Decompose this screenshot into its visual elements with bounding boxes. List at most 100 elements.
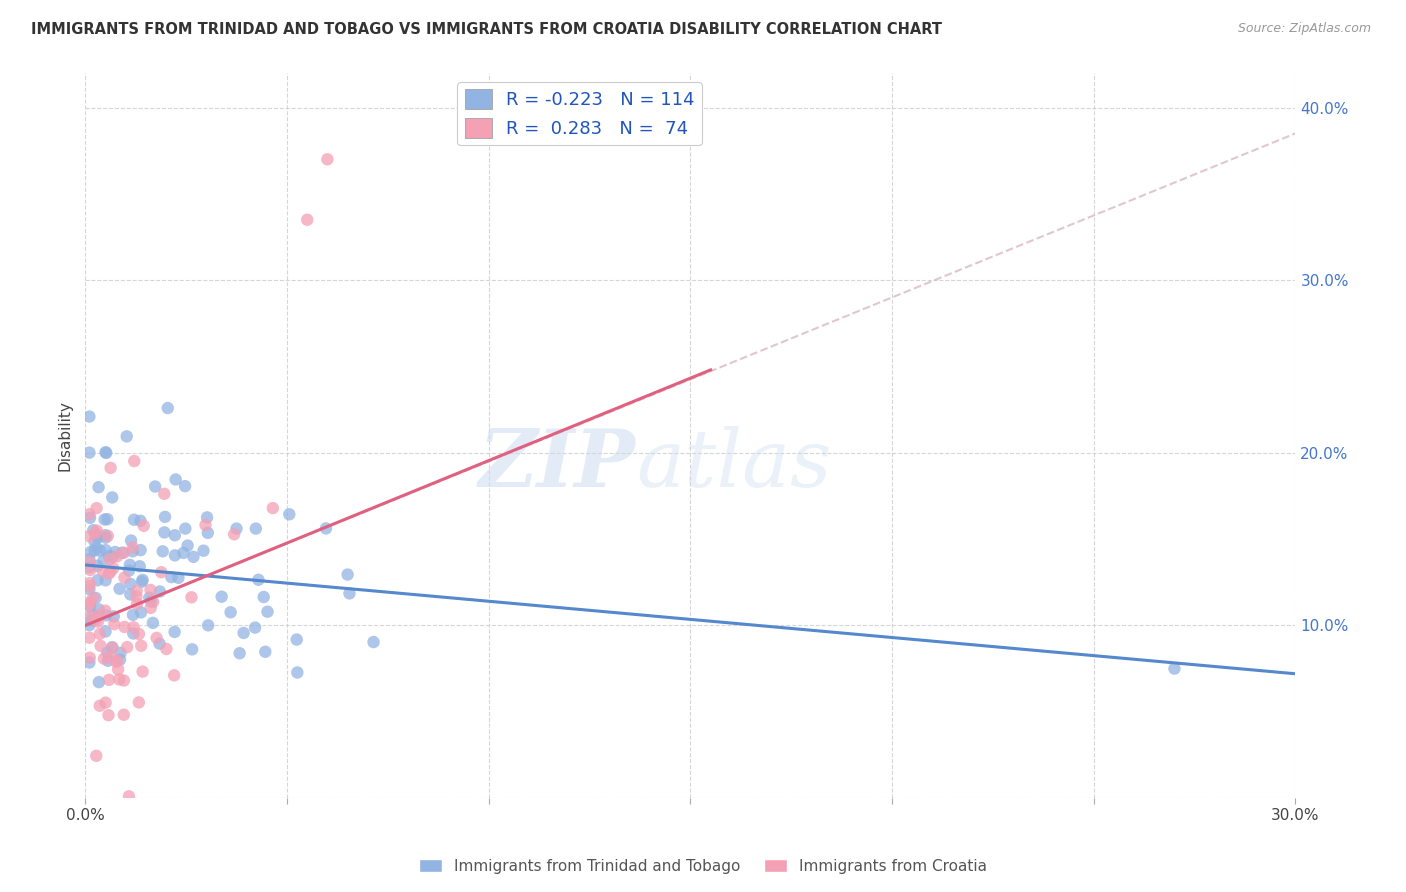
Point xyxy=(98,552,121,566)
Point xyxy=(131,574,153,589)
Point xyxy=(84,748,107,763)
Point xyxy=(153,525,176,540)
Point xyxy=(96,645,118,659)
Point xyxy=(79,529,101,543)
Point xyxy=(79,576,101,591)
Point xyxy=(316,153,339,167)
Point xyxy=(86,558,108,573)
Point xyxy=(195,510,218,524)
Point xyxy=(108,653,131,667)
Point xyxy=(256,605,278,619)
Point xyxy=(79,511,101,525)
Point xyxy=(114,571,136,585)
Point xyxy=(86,501,108,516)
Point xyxy=(128,627,150,641)
Point xyxy=(122,620,145,634)
Point xyxy=(339,586,361,600)
Point xyxy=(79,596,101,610)
Point xyxy=(121,544,143,558)
Point xyxy=(80,545,103,559)
Point xyxy=(91,564,114,578)
Point xyxy=(153,509,176,524)
Point xyxy=(87,608,110,623)
Point xyxy=(156,401,179,415)
Point xyxy=(97,654,120,668)
Legend: R = -0.223   N = 114, R =  0.283   N =  74: R = -0.223 N = 114, R = 0.283 N = 74 xyxy=(457,82,702,145)
Point xyxy=(315,521,337,535)
Point xyxy=(139,582,162,597)
Point xyxy=(336,567,359,582)
Point xyxy=(87,615,110,629)
Point xyxy=(108,582,131,596)
Point xyxy=(112,546,135,560)
Point xyxy=(82,608,104,623)
Point xyxy=(89,698,111,713)
Point xyxy=(87,602,110,616)
Point xyxy=(79,650,101,665)
Point xyxy=(100,461,122,475)
Point xyxy=(94,696,117,710)
Point xyxy=(84,591,107,605)
Point xyxy=(89,627,111,641)
Point xyxy=(174,479,197,493)
Point xyxy=(245,522,267,536)
Point xyxy=(87,531,110,545)
Point xyxy=(125,590,148,604)
Point xyxy=(87,675,110,690)
Point xyxy=(363,635,385,649)
Point xyxy=(94,574,117,588)
Point xyxy=(82,523,104,537)
Point xyxy=(97,529,120,543)
Point xyxy=(79,555,101,569)
Point xyxy=(101,640,124,655)
Legend: Immigrants from Trinidad and Tobago, Immigrants from Croatia: Immigrants from Trinidad and Tobago, Imm… xyxy=(413,853,993,880)
Point xyxy=(98,549,121,563)
Point xyxy=(1163,662,1185,676)
Point xyxy=(228,646,250,660)
Point xyxy=(79,599,101,614)
Point xyxy=(121,541,143,555)
Point xyxy=(110,646,132,660)
Point xyxy=(79,552,101,566)
Point xyxy=(122,626,145,640)
Point xyxy=(225,522,247,536)
Point xyxy=(120,577,142,591)
Point xyxy=(97,566,120,581)
Point xyxy=(115,640,138,654)
Point xyxy=(101,640,124,655)
Point xyxy=(163,624,186,639)
Point xyxy=(82,591,104,605)
Point xyxy=(125,583,148,598)
Point xyxy=(128,559,150,574)
Point xyxy=(108,673,131,687)
Point xyxy=(139,600,162,615)
Point xyxy=(84,613,107,627)
Point xyxy=(155,642,177,657)
Point xyxy=(83,543,105,558)
Point xyxy=(79,445,101,459)
Point xyxy=(101,491,124,505)
Point xyxy=(86,574,108,588)
Point xyxy=(112,673,135,688)
Point xyxy=(165,473,187,487)
Point xyxy=(297,212,319,227)
Point xyxy=(138,591,160,605)
Point xyxy=(285,632,308,647)
Point xyxy=(167,571,190,585)
Point xyxy=(149,584,172,599)
Point xyxy=(129,639,152,653)
Point xyxy=(80,614,103,628)
Point xyxy=(125,597,148,611)
Point xyxy=(94,624,117,639)
Point xyxy=(105,549,128,564)
Point xyxy=(90,639,112,653)
Point xyxy=(172,546,194,560)
Point xyxy=(193,543,215,558)
Text: Source: ZipAtlas.com: Source: ZipAtlas.com xyxy=(1237,22,1371,36)
Point xyxy=(115,429,138,443)
Point xyxy=(94,445,117,459)
Point xyxy=(143,479,166,493)
Text: IMMIGRANTS FROM TRINIDAD AND TOBAGO VS IMMIGRANTS FROM CROATIA DISABILITY CORREL: IMMIGRANTS FROM TRINIDAD AND TOBAGO VS I… xyxy=(31,22,942,37)
Point xyxy=(94,531,117,545)
Point xyxy=(232,626,254,640)
